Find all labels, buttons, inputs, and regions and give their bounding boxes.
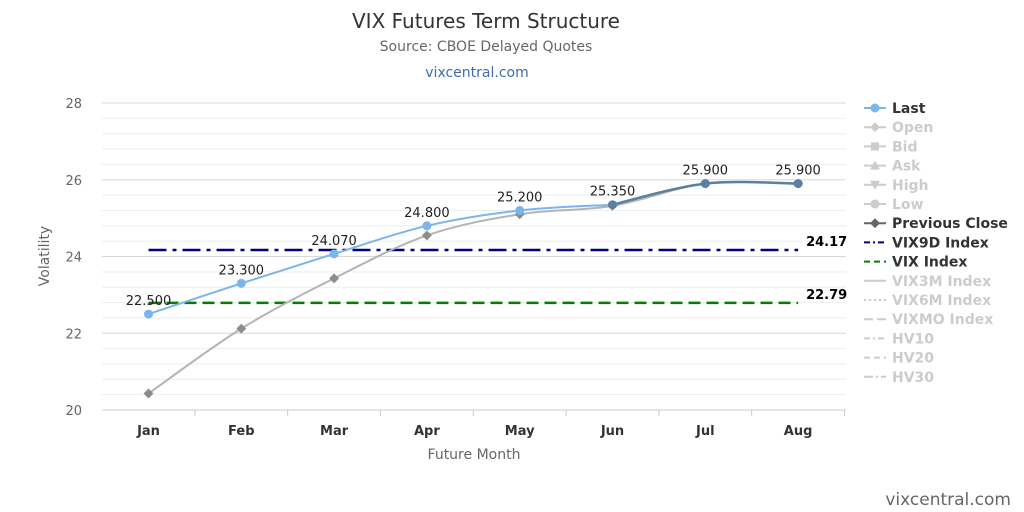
y-axis-ticks: 20 22 24 26 28 bbox=[65, 97, 82, 419]
y-axis-title: Volatility bbox=[37, 226, 53, 286]
triangle-down-marker-icon bbox=[870, 180, 880, 190]
circle-marker-icon bbox=[870, 103, 880, 113]
legend-item-low[interactable]: Low bbox=[864, 197, 924, 213]
y-tick-label: 20 bbox=[65, 404, 82, 419]
y-tick-label: 24 bbox=[65, 251, 82, 266]
legend-item-vix6m-index[interactable]: VIX6M Index bbox=[864, 293, 991, 309]
legend-item-ask[interactable]: Ask bbox=[864, 159, 921, 175]
chart-title: VIX Futures Term Structure bbox=[352, 9, 620, 33]
legend-label: Previous Close bbox=[892, 216, 1008, 232]
legend-label: HV20 bbox=[892, 351, 934, 367]
legend-item-vix9d-index[interactable]: VIX9D Index bbox=[864, 235, 989, 251]
legend-item-previous-close[interactable]: Previous Close bbox=[864, 216, 1008, 232]
site-link[interactable]: vixcentral.com bbox=[425, 65, 528, 81]
x-tick-label: Feb bbox=[228, 424, 254, 439]
legend-label: VIX9D Index bbox=[892, 235, 989, 251]
y-tick-label: 22 bbox=[65, 327, 82, 342]
legend-item-hv10[interactable]: HV10 bbox=[864, 331, 934, 347]
legend-label: Low bbox=[892, 197, 924, 213]
legend-item-hv30[interactable]: HV30 bbox=[864, 370, 934, 386]
last-point[interactable] bbox=[236, 278, 246, 288]
x-axis-ticks: Jan Feb Mar Apr May Jun Jul Aug bbox=[136, 410, 845, 439]
diamond-marker-icon bbox=[870, 122, 880, 133]
ref-line-label: 22.79 bbox=[806, 288, 847, 303]
square-marker-icon bbox=[871, 142, 879, 151]
legend-label: High bbox=[892, 178, 929, 194]
previous-close-point[interactable] bbox=[329, 273, 340, 284]
data-label: 22.500 bbox=[126, 294, 172, 309]
x-tick-label: Jul bbox=[695, 424, 715, 439]
legend-item-high[interactable]: High bbox=[864, 178, 929, 194]
series-group bbox=[143, 178, 804, 399]
last-point[interactable] bbox=[329, 249, 339, 259]
legend-item-last[interactable]: Last bbox=[864, 101, 926, 117]
x-tick-label: Jun bbox=[600, 424, 624, 439]
legend-label: VIX Index bbox=[892, 255, 967, 271]
y-tick-label: 26 bbox=[65, 174, 82, 189]
legend-label: VIX6M Index bbox=[892, 293, 991, 309]
data-label: 24.800 bbox=[404, 206, 450, 221]
last-point[interactable] bbox=[422, 221, 432, 231]
circle-marker-icon bbox=[870, 199, 880, 209]
data-labels: 22.500 23.300 24.070 24.800 25.200 25.350 25.9… bbox=[126, 164, 821, 309]
legend-label: VIXMO Index bbox=[892, 312, 993, 328]
legend-label: Bid bbox=[892, 139, 918, 155]
x-tick-label: Jan bbox=[136, 424, 160, 439]
previous-close-line bbox=[147, 180, 799, 395]
last-point[interactable] bbox=[608, 200, 617, 210]
previous-close-point[interactable] bbox=[143, 388, 154, 399]
credit-text[interactable]: vixcentral.com bbox=[885, 490, 1011, 510]
legend-item-vix3m-index[interactable]: VIX3M Index bbox=[864, 274, 991, 290]
data-label: 24.070 bbox=[311, 234, 357, 249]
chart-subtitle: Source: CBOE Delayed Quotes bbox=[380, 39, 593, 55]
y-tick-label: 28 bbox=[65, 97, 82, 112]
x-axis-title: Future Month bbox=[428, 447, 521, 463]
previous-close-point[interactable] bbox=[421, 230, 432, 241]
reference-lines: 24.17 22.79 bbox=[148, 235, 847, 305]
legend-label: VIX3M Index bbox=[892, 274, 991, 290]
last-line bbox=[148, 203, 613, 316]
legend-label: Open bbox=[892, 120, 933, 136]
data-label: 25.350 bbox=[590, 185, 636, 200]
legend-item-vixmo-index[interactable]: VIXMO Index bbox=[864, 312, 993, 328]
data-label: 25.900 bbox=[683, 164, 729, 179]
data-label: 23.300 bbox=[219, 263, 265, 278]
x-tick-label: Apr bbox=[414, 424, 440, 439]
diamond-marker-icon bbox=[870, 218, 880, 229]
data-label: 25.200 bbox=[497, 190, 543, 205]
legend-label: Last bbox=[892, 101, 926, 117]
last-point[interactable] bbox=[515, 205, 525, 215]
legend-item-bid[interactable]: Bid bbox=[864, 139, 918, 155]
previous-close-point[interactable] bbox=[236, 323, 247, 334]
legend-item-open[interactable]: Open bbox=[864, 120, 933, 136]
last-point[interactable] bbox=[700, 179, 710, 189]
legend-item-hv20[interactable]: HV20 bbox=[864, 351, 934, 367]
ref-line-label: 24.17 bbox=[806, 235, 847, 250]
legend: Last Open Bid Ask High Low Previous Close VIX9D… bbox=[864, 101, 1008, 386]
last-point[interactable] bbox=[793, 179, 803, 189]
legend-label: HV10 bbox=[892, 331, 934, 347]
grid-lines bbox=[102, 102, 846, 411]
triangle-marker-icon bbox=[870, 160, 880, 170]
legend-label: HV30 bbox=[892, 370, 934, 386]
x-tick-label: Mar bbox=[320, 424, 349, 439]
last-point[interactable] bbox=[144, 309, 153, 319]
legend-item-vix-index[interactable]: VIX Index bbox=[864, 255, 967, 271]
legend-label: Ask bbox=[892, 159, 921, 175]
data-label: 25.900 bbox=[775, 164, 821, 179]
x-tick-label: May bbox=[505, 424, 535, 439]
x-tick-label: Aug bbox=[784, 424, 813, 439]
